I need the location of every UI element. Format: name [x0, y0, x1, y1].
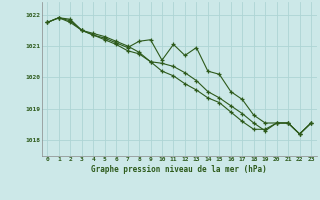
X-axis label: Graphe pression niveau de la mer (hPa): Graphe pression niveau de la mer (hPa) — [91, 165, 267, 174]
